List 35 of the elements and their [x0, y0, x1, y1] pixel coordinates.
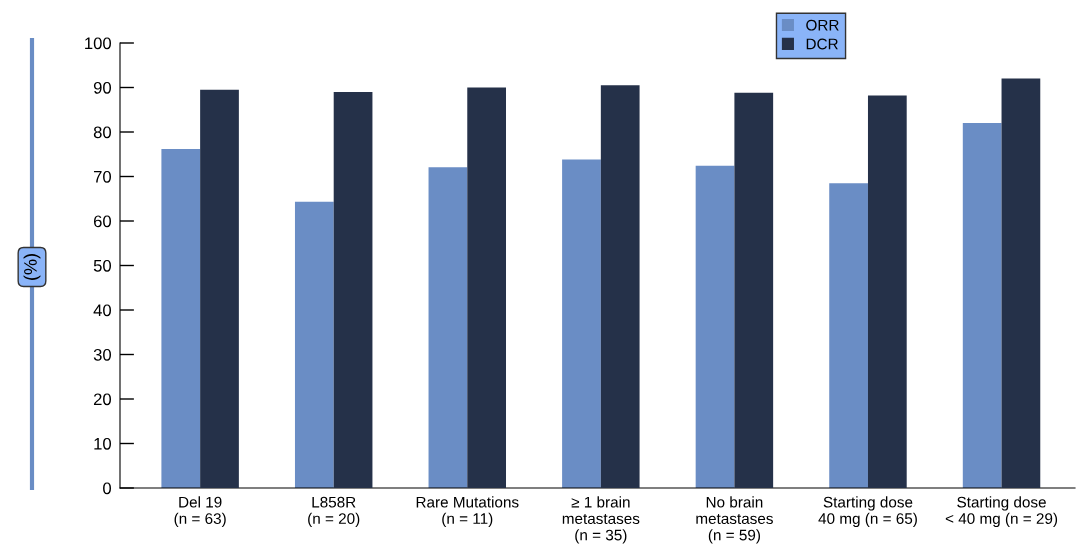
bar: [294, 201, 334, 488]
bar: [829, 183, 868, 488]
bar: [428, 167, 468, 488]
legend-label: ORR: [806, 19, 839, 31]
bar: [734, 92, 774, 488]
y-tick-label: 90: [93, 81, 112, 94]
y-tick-label: 80: [93, 126, 112, 139]
x-tick-label: Del 19 (n = 63): [174, 496, 226, 528]
y-tick-label: 50: [93, 259, 112, 272]
bar: [1001, 78, 1041, 488]
y-tick-label: 60: [93, 215, 112, 228]
y-tick-label: 100: [85, 37, 112, 50]
x-tick-label: Starting dose < 40 mg (n = 29): [945, 496, 1058, 528]
x-tick-label: Starting dose 40 mg (n = 65): [818, 496, 917, 528]
y-tick-label: 30: [93, 348, 112, 361]
bar: [161, 148, 201, 488]
bar: [962, 123, 1002, 488]
bar: [695, 165, 735, 488]
y-tick-label: 20: [93, 393, 112, 406]
bar: [600, 85, 640, 488]
legend-label: DCR: [806, 38, 838, 50]
x-tick-label: No brain metastases (n = 59): [696, 496, 773, 544]
x-tick-label: Rare Mutations (n = 11): [416, 496, 519, 528]
y-tick-label: 0: [103, 482, 112, 495]
y-axis-title: (%): [23, 254, 41, 280]
y-tick-label: 10: [94, 437, 112, 450]
bar: [467, 87, 507, 488]
x-tick-label: L858R (n = 20): [308, 496, 360, 528]
bar: [562, 159, 601, 488]
y-tick-label: 40: [93, 304, 112, 317]
bar: [200, 89, 239, 488]
x-tick-label: ≥ 1 brain metastases (n = 35): [562, 496, 640, 544]
y-tick-label: 70: [93, 170, 112, 183]
bar: [333, 91, 373, 488]
bar: [867, 95, 907, 488]
